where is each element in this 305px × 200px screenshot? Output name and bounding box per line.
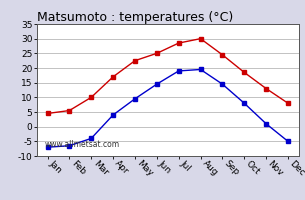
- Text: www.allmetsat.com: www.allmetsat.com: [45, 140, 120, 149]
- Text: Matsumoto : temperatures (°C): Matsumoto : temperatures (°C): [37, 11, 233, 24]
